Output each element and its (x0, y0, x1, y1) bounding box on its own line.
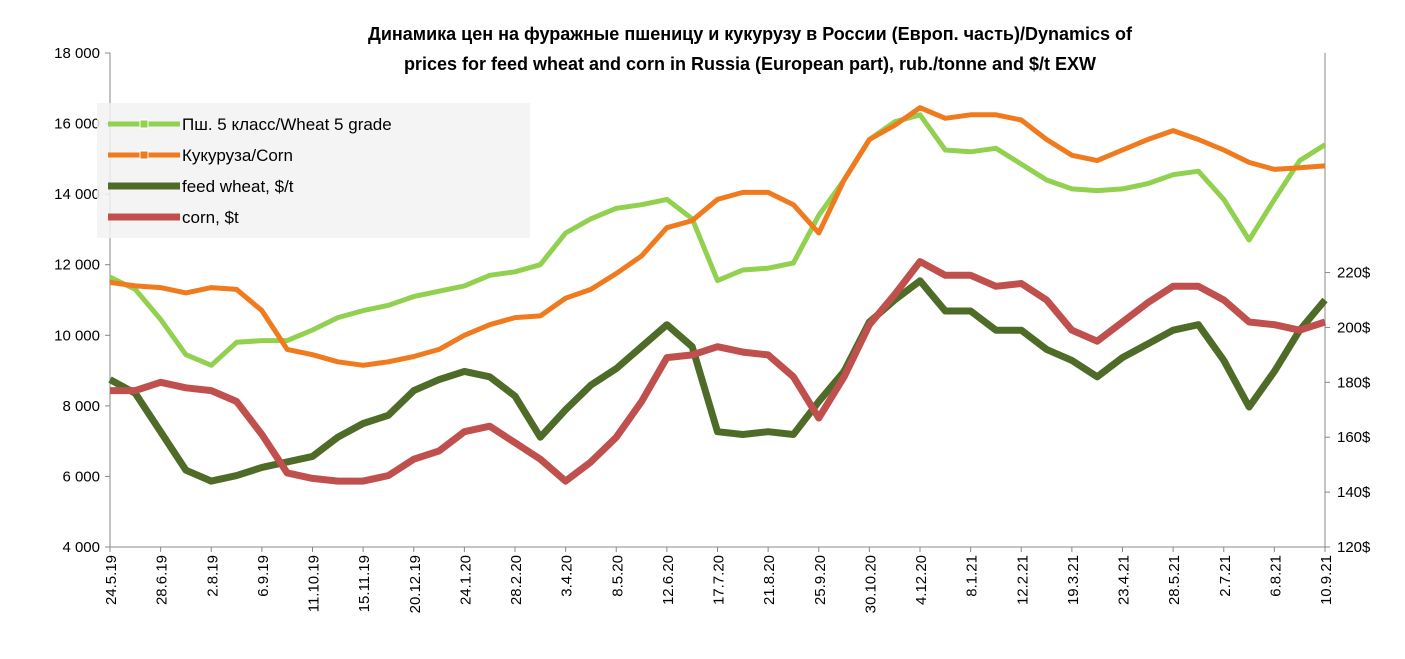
x-tick-label: 28.2.20 (508, 555, 525, 605)
x-tick-label: 24.5.19 (103, 555, 120, 605)
x-tick-label: 15.11.19 (356, 555, 373, 612)
y-tick-label: 18 000 (54, 45, 100, 62)
y-tick-label: 14 000 (54, 186, 100, 203)
chart-title: Динамика цен на фуражные пшеницу и кукур… (368, 24, 1133, 44)
legend-label: Пш. 5 класс/Wheat 5 grade (182, 115, 392, 134)
y2-tick-label: 200$ (1337, 319, 1371, 336)
y-tick-label: 6 000 (62, 468, 100, 485)
legend-marker (139, 150, 149, 160)
y2-tick-label: 140$ (1337, 484, 1371, 501)
x-tick-label: 12.2.21 (1014, 555, 1031, 605)
x-tick-label: 6.8.21 (1267, 555, 1284, 597)
x-tick-label: 2.8.19 (204, 555, 221, 597)
series-line (110, 258, 1327, 485)
x-tick-label: 21.8.20 (761, 555, 778, 605)
legend-label: corn, $t (182, 208, 239, 227)
y2-tick-label: 160$ (1337, 429, 1371, 446)
y-tick-label: 12 000 (54, 257, 100, 274)
x-tick-label: 10.9.21 (1318, 555, 1335, 605)
y-tick-label: 16 000 (54, 116, 100, 133)
x-tick-label: 28.5.21 (1166, 555, 1183, 605)
x-tick-label: 25.9.20 (812, 555, 829, 605)
y2-tick-label: 120$ (1337, 539, 1371, 556)
x-tick-label: 6.9.19 (255, 555, 272, 597)
x-tick-label: 23.4.21 (1116, 555, 1133, 605)
x-tick-label: 12.6.20 (660, 555, 677, 605)
y-tick-label: 4 000 (62, 539, 100, 556)
y2-tick-label: 220$ (1337, 265, 1371, 282)
series-line (109, 105, 1326, 368)
series-line (108, 277, 1328, 485)
x-tick-label: 2.7.21 (1217, 555, 1234, 597)
legend-marker (139, 119, 149, 129)
x-tick-label: 8.5.20 (609, 555, 626, 597)
chart-title: prices for feed wheat and corn in Russia… (404, 54, 1096, 74)
legend-label: Кукуруза/Corn (182, 146, 293, 165)
x-tick-label: 3.4.20 (559, 555, 576, 597)
y-tick-label: 8 000 (62, 398, 100, 415)
x-tick-label: 30.10.20 (862, 555, 879, 613)
x-tick-label: 19.3.21 (1065, 555, 1082, 605)
x-tick-label: 24.1.20 (457, 555, 474, 605)
x-tick-label: 8.1.21 (964, 555, 981, 597)
y-tick-label: 10 000 (54, 327, 100, 344)
y2-tick-label: 180$ (1337, 374, 1371, 391)
x-tick-label: 4.12.20 (913, 555, 930, 605)
legend-label: feed wheat, $/t (182, 177, 294, 196)
x-tick-label: 11.10.19 (306, 555, 323, 612)
x-tick-label: 17.7.20 (711, 555, 728, 605)
series-line (108, 112, 1327, 368)
x-tick-label: 28.6.19 (154, 555, 171, 605)
x-tick-label: 20.12.19 (407, 555, 424, 613)
